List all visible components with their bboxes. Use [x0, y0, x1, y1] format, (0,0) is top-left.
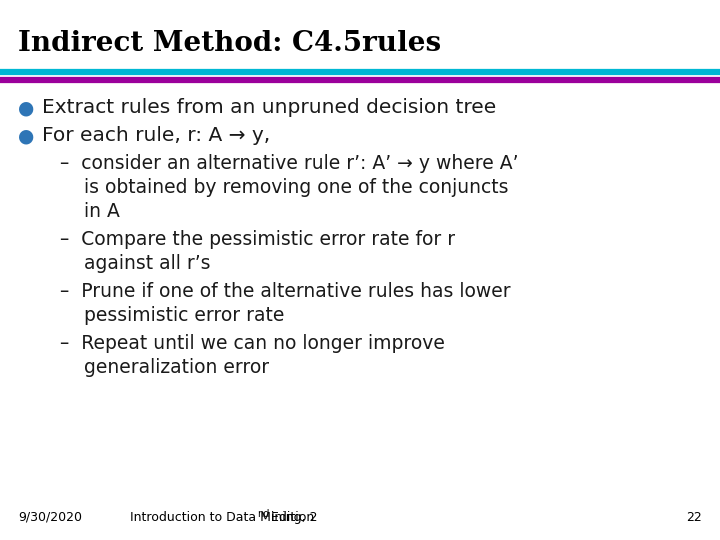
Text: 22: 22	[686, 511, 702, 524]
Text: pessimistic error rate: pessimistic error rate	[60, 306, 284, 325]
Text: –  Repeat until we can no longer improve: – Repeat until we can no longer improve	[60, 334, 445, 353]
Text: 9/30/2020: 9/30/2020	[18, 511, 82, 524]
Text: in A: in A	[60, 202, 120, 221]
Text: Indirect Method: C4.5rules: Indirect Method: C4.5rules	[18, 30, 441, 57]
Text: ●: ●	[18, 126, 35, 145]
Text: Edition: Edition	[267, 511, 314, 524]
Text: Introduction to Data Mining, 2: Introduction to Data Mining, 2	[130, 511, 318, 524]
Text: For each rule, r: A → y,: For each rule, r: A → y,	[42, 126, 270, 145]
Text: –  Prune if one of the alternative rules has lower: – Prune if one of the alternative rules …	[60, 282, 510, 301]
Text: nd: nd	[257, 509, 269, 519]
Text: against all r’s: against all r’s	[60, 254, 210, 273]
Text: ●: ●	[18, 98, 35, 117]
Text: –  consider an alternative rule r’: A’ → y where A’: – consider an alternative rule r’: A’ → …	[60, 154, 518, 173]
Text: –  Compare the pessimistic error rate for r: – Compare the pessimistic error rate for…	[60, 230, 455, 249]
Text: generalization error: generalization error	[60, 358, 269, 377]
Text: Extract rules from an unpruned decision tree: Extract rules from an unpruned decision …	[42, 98, 496, 117]
Text: is obtained by removing one of the conjuncts: is obtained by removing one of the conju…	[60, 178, 508, 197]
